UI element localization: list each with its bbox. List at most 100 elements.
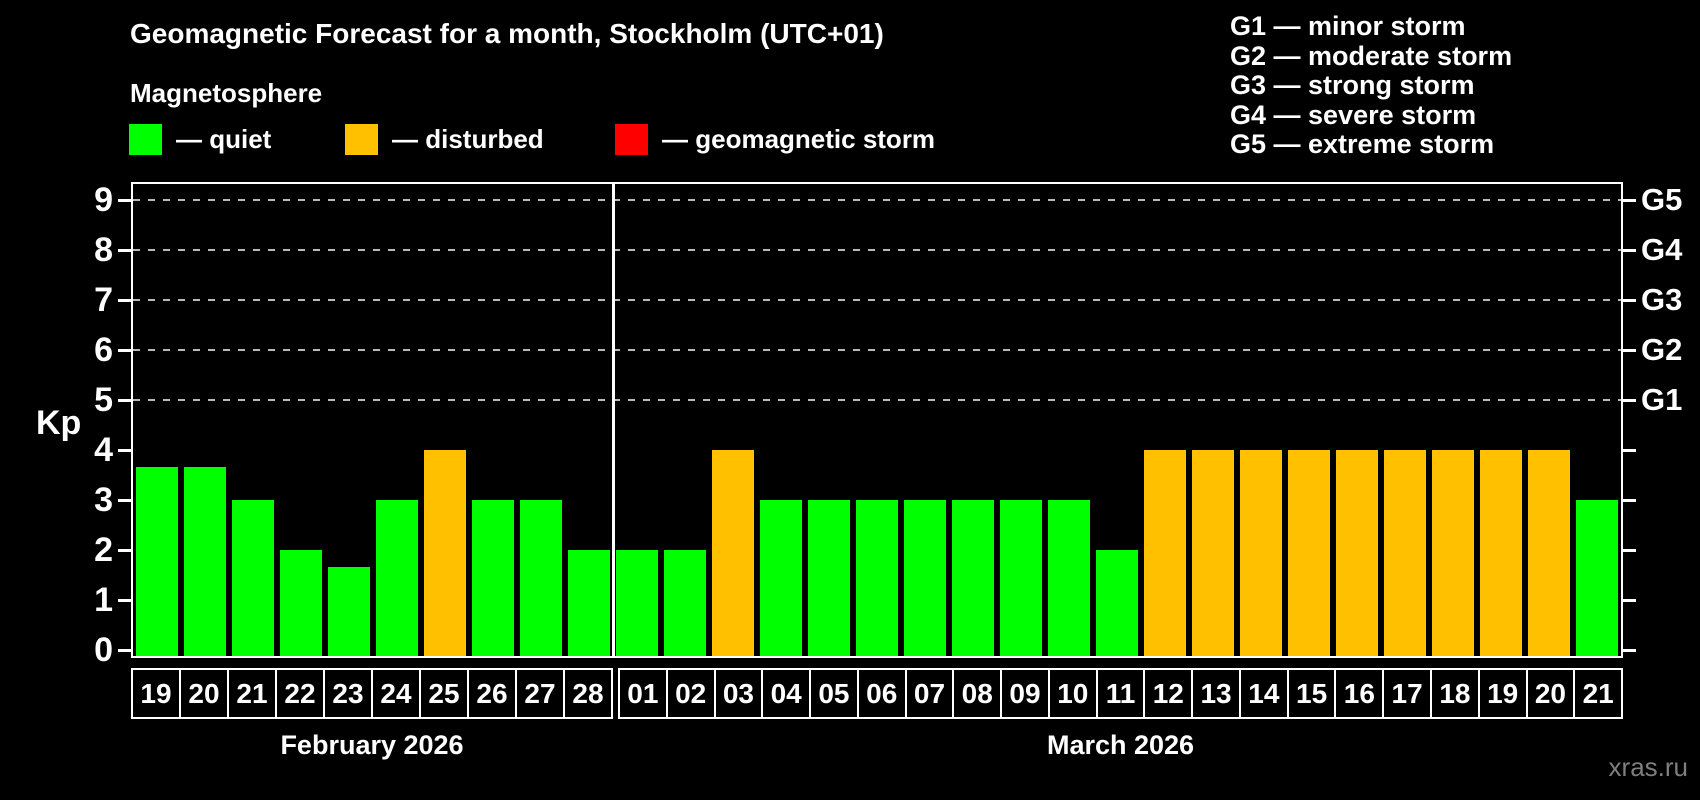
date-cell-1-10: 10 (1047, 670, 1096, 717)
y-axis-tick-left-7 (118, 298, 131, 302)
legend-item-disturbed: — disturbed (345, 124, 544, 155)
y-axis-tick-right-0 (1623, 648, 1636, 652)
date-cell-0-19: 19 (140, 678, 172, 709)
kp-bar-0-19 (136, 466, 178, 656)
date-cell-0-28: 28 (563, 670, 611, 717)
date-cell-0-20: 20 (179, 670, 227, 717)
y-axis-label-4: 4 (94, 431, 113, 469)
date-cell-1-19: 19 (1477, 670, 1526, 717)
date-cell-1-15: 15 (1286, 670, 1335, 717)
y-axis-label-5: 5 (94, 381, 113, 419)
kp-bar-1-12 (1144, 450, 1186, 656)
storm-label: — geomagnetic storm (662, 124, 936, 154)
right-axis-label-G3: G3 (1641, 282, 1683, 317)
date-cell-1-11: 11 (1095, 670, 1144, 717)
y-axis-label-2: 2 (94, 531, 113, 569)
y-axis-tick-left-6 (118, 348, 131, 352)
y-axis-label-8: 8 (94, 231, 113, 269)
date-cell-1-08: 08 (952, 670, 1000, 717)
y-axis-tick-left-0 (118, 648, 131, 652)
kp-bar-1-03 (712, 450, 754, 656)
date-cell-0-22: 22 (275, 670, 323, 717)
g3-legend-line: G3 — strong storm (1230, 70, 1475, 100)
disturbed-label: — disturbed (392, 124, 544, 154)
kp-bar-1-13 (1192, 450, 1234, 656)
kp-bar-1-01 (616, 550, 658, 656)
date-cell-1-21: 21 (1573, 670, 1621, 717)
kp-bar-1-06 (856, 500, 898, 656)
g-scale-legend: G1 — minor storm G2 — moderate storm G3 … (1230, 11, 1512, 160)
kp-bar-1-20 (1528, 450, 1570, 656)
kp-bar-1-11 (1096, 550, 1138, 656)
kp-bar-1-08 (952, 500, 994, 656)
g4-legend-line: G4 — severe storm (1230, 99, 1477, 130)
date-cell-0-21: 21 (227, 670, 275, 717)
date-cell-1-07: 07 (904, 670, 953, 717)
kp-bar-1-09 (1000, 500, 1042, 656)
y-axis-tick-right-4 (1623, 448, 1636, 452)
kp-bar-1-18 (1432, 450, 1474, 656)
date-cell-1-13: 13 (1191, 670, 1239, 717)
quiet-color-swatch (129, 124, 162, 155)
gridline-kp-6 (133, 349, 1621, 351)
month-separator (612, 184, 615, 656)
y-axis-tick-left-3 (118, 498, 131, 502)
date-cell-1-14: 14 (1238, 670, 1287, 717)
kp-bar-0-28 (568, 550, 610, 656)
y-axis-tick-left-4 (118, 448, 131, 452)
legend-item-quiet: — quiet (129, 124, 271, 155)
kp-bar-1-17 (1384, 450, 1426, 656)
legend-item-storm: — geomagnetic storm (615, 124, 935, 155)
gridline-kp-5 (133, 399, 1621, 401)
date-cell-0-27: 27 (515, 670, 563, 717)
kp-bar-1-10 (1048, 500, 1090, 656)
kp-bar-0-25 (424, 450, 466, 656)
y-axis-tick-right-1 (1623, 598, 1636, 602)
y-axis-tick-right-8 (1623, 248, 1636, 252)
month-label-february: February 2026 (280, 730, 464, 760)
y-axis-label-1: 1 (94, 581, 113, 619)
quiet-label: — quiet (176, 124, 272, 154)
g1-legend-line: G1 — minor storm (1230, 11, 1466, 41)
kp-bar-0-21 (232, 500, 274, 656)
y-axis-tick-right-7 (1623, 298, 1636, 302)
february-date-row: 19 20 21 22 23 24 25 26 27 28 (131, 668, 613, 719)
magnetosphere-label: Magnetosphere (130, 78, 323, 108)
date-cell-0-25: 25 (419, 670, 467, 717)
y-axis-label-6: 6 (94, 331, 113, 369)
march-date-row: 01 02 03 04 05 06 07 08 09 10 11 12 13 14 15 16 17 18 19 20… (618, 668, 1623, 719)
y-axis-label-7: 7 (94, 281, 113, 319)
y-axis-tick-left-2 (118, 548, 131, 552)
date-cell-1-18: 18 (1430, 670, 1478, 717)
kp-bar-1-14 (1240, 450, 1282, 656)
kp-bar-0-26 (472, 500, 514, 656)
y-axis-tick-right-6 (1623, 348, 1636, 352)
y-axis-tick-right-9 (1623, 198, 1636, 202)
y-axis-tick-left-5 (118, 398, 131, 402)
date-cell-1-06: 06 (856, 670, 905, 717)
g5-legend-line: G5 — extreme storm (1230, 129, 1495, 159)
date-cell-1-20: 20 (1525, 670, 1574, 717)
kp-bar-1-07 (904, 500, 946, 656)
y-axis-tick-left-1 (118, 598, 131, 602)
right-axis-label-G1: G1 (1641, 382, 1683, 417)
month-label-march: March 2026 (1046, 730, 1195, 760)
y-axis-label-3: 3 (94, 481, 113, 519)
kp-bar-1-05 (808, 500, 850, 656)
kp-bar-0-20 (184, 466, 226, 656)
kp-bar-0-23 (328, 566, 370, 656)
right-axis-label-G2: G2 (1641, 332, 1683, 367)
gridline-kp-8 (133, 249, 1621, 251)
y-axis-tick-left-9 (118, 198, 131, 202)
storm-color-swatch (615, 124, 648, 155)
y-axis-label-9: 9 (94, 181, 113, 219)
disturbed-color-swatch (345, 124, 378, 155)
kp-bar-1-04 (760, 500, 802, 656)
y-axis-tick-right-2 (1623, 548, 1636, 552)
right-axis-label-G4: G4 (1641, 232, 1683, 267)
date-cell-0-23: 23 (323, 670, 371, 717)
kp-bar-0-27 (520, 500, 562, 656)
kp-bar-1-02 (664, 550, 706, 656)
y-axis-label-0: 0 (94, 631, 113, 669)
date-cell-0-24: 24 (371, 670, 419, 717)
